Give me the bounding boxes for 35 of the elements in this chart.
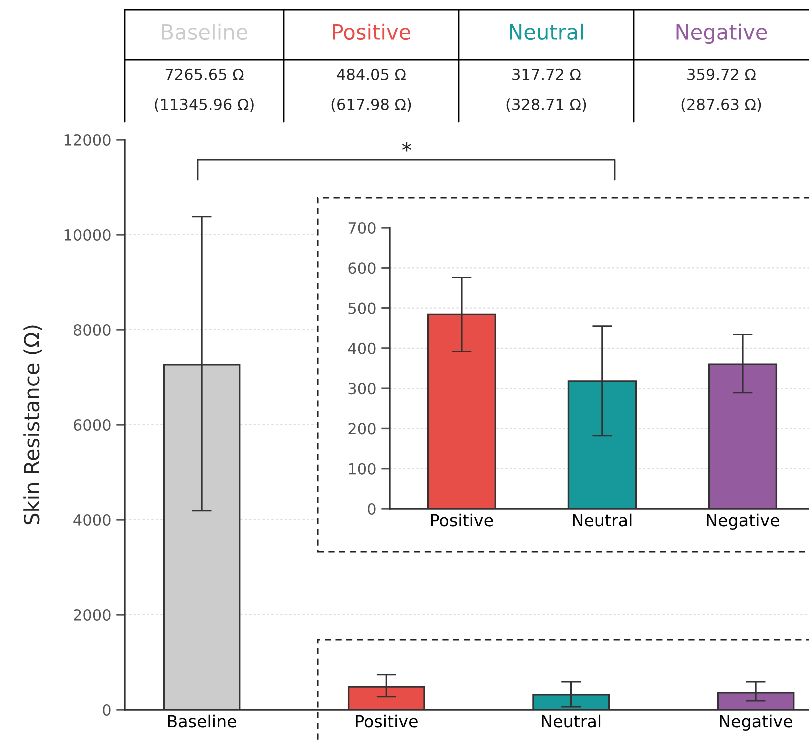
x-tick-label: Baseline xyxy=(168,714,236,728)
data-label: 484.05 Ω xyxy=(337,68,406,80)
text: (287.63 Ω) xyxy=(682,98,762,112)
data-label: 7265.65 Ω xyxy=(166,68,244,80)
x-tick-label: Positive xyxy=(356,714,418,728)
y-tick-label: 0 xyxy=(368,503,376,516)
y-tick-label: 4000 xyxy=(74,514,111,526)
category-label: Positive xyxy=(333,24,411,40)
y-tick-label: 600 xyxy=(348,262,376,274)
y-tick-label: 400 xyxy=(348,342,376,354)
y-tick-label: 200 xyxy=(348,423,376,435)
category-label: Negative xyxy=(676,24,768,44)
text: (617.98 Ω) xyxy=(332,98,412,112)
y-axis-title: Skin Resistance (Ω) xyxy=(24,326,42,525)
x-tick-label: Negative xyxy=(707,514,780,530)
data-label: 359.72 Ω xyxy=(688,68,756,80)
y-tick-label: 12000 xyxy=(64,134,111,146)
x-tick-label: Negative xyxy=(720,714,793,731)
category-label: Neutral xyxy=(510,24,583,40)
y-tick-label: 6000 xyxy=(74,419,111,432)
data-label: 317.72 Ω xyxy=(512,68,581,80)
y-tick-label: 2000 xyxy=(74,609,111,622)
y-tick-label: 300 xyxy=(348,383,376,395)
y-tick-label: 0 xyxy=(103,704,111,716)
y-tick-label: 8000 xyxy=(74,324,111,336)
y-tick-label: 500 xyxy=(348,302,376,314)
text: (11345.96 Ω) xyxy=(155,98,254,112)
text: (328.71 Ω) xyxy=(506,98,586,112)
annotation: * xyxy=(402,142,412,152)
y-tick-label: 10000 xyxy=(64,229,111,242)
y-tick-label: 700 xyxy=(348,222,376,234)
x-tick-label: Neutral xyxy=(573,514,632,527)
x-tick-label: Positive xyxy=(431,514,494,527)
y-tick-label: 100 xyxy=(349,463,376,475)
x-tick-label: Neutral xyxy=(542,714,601,728)
